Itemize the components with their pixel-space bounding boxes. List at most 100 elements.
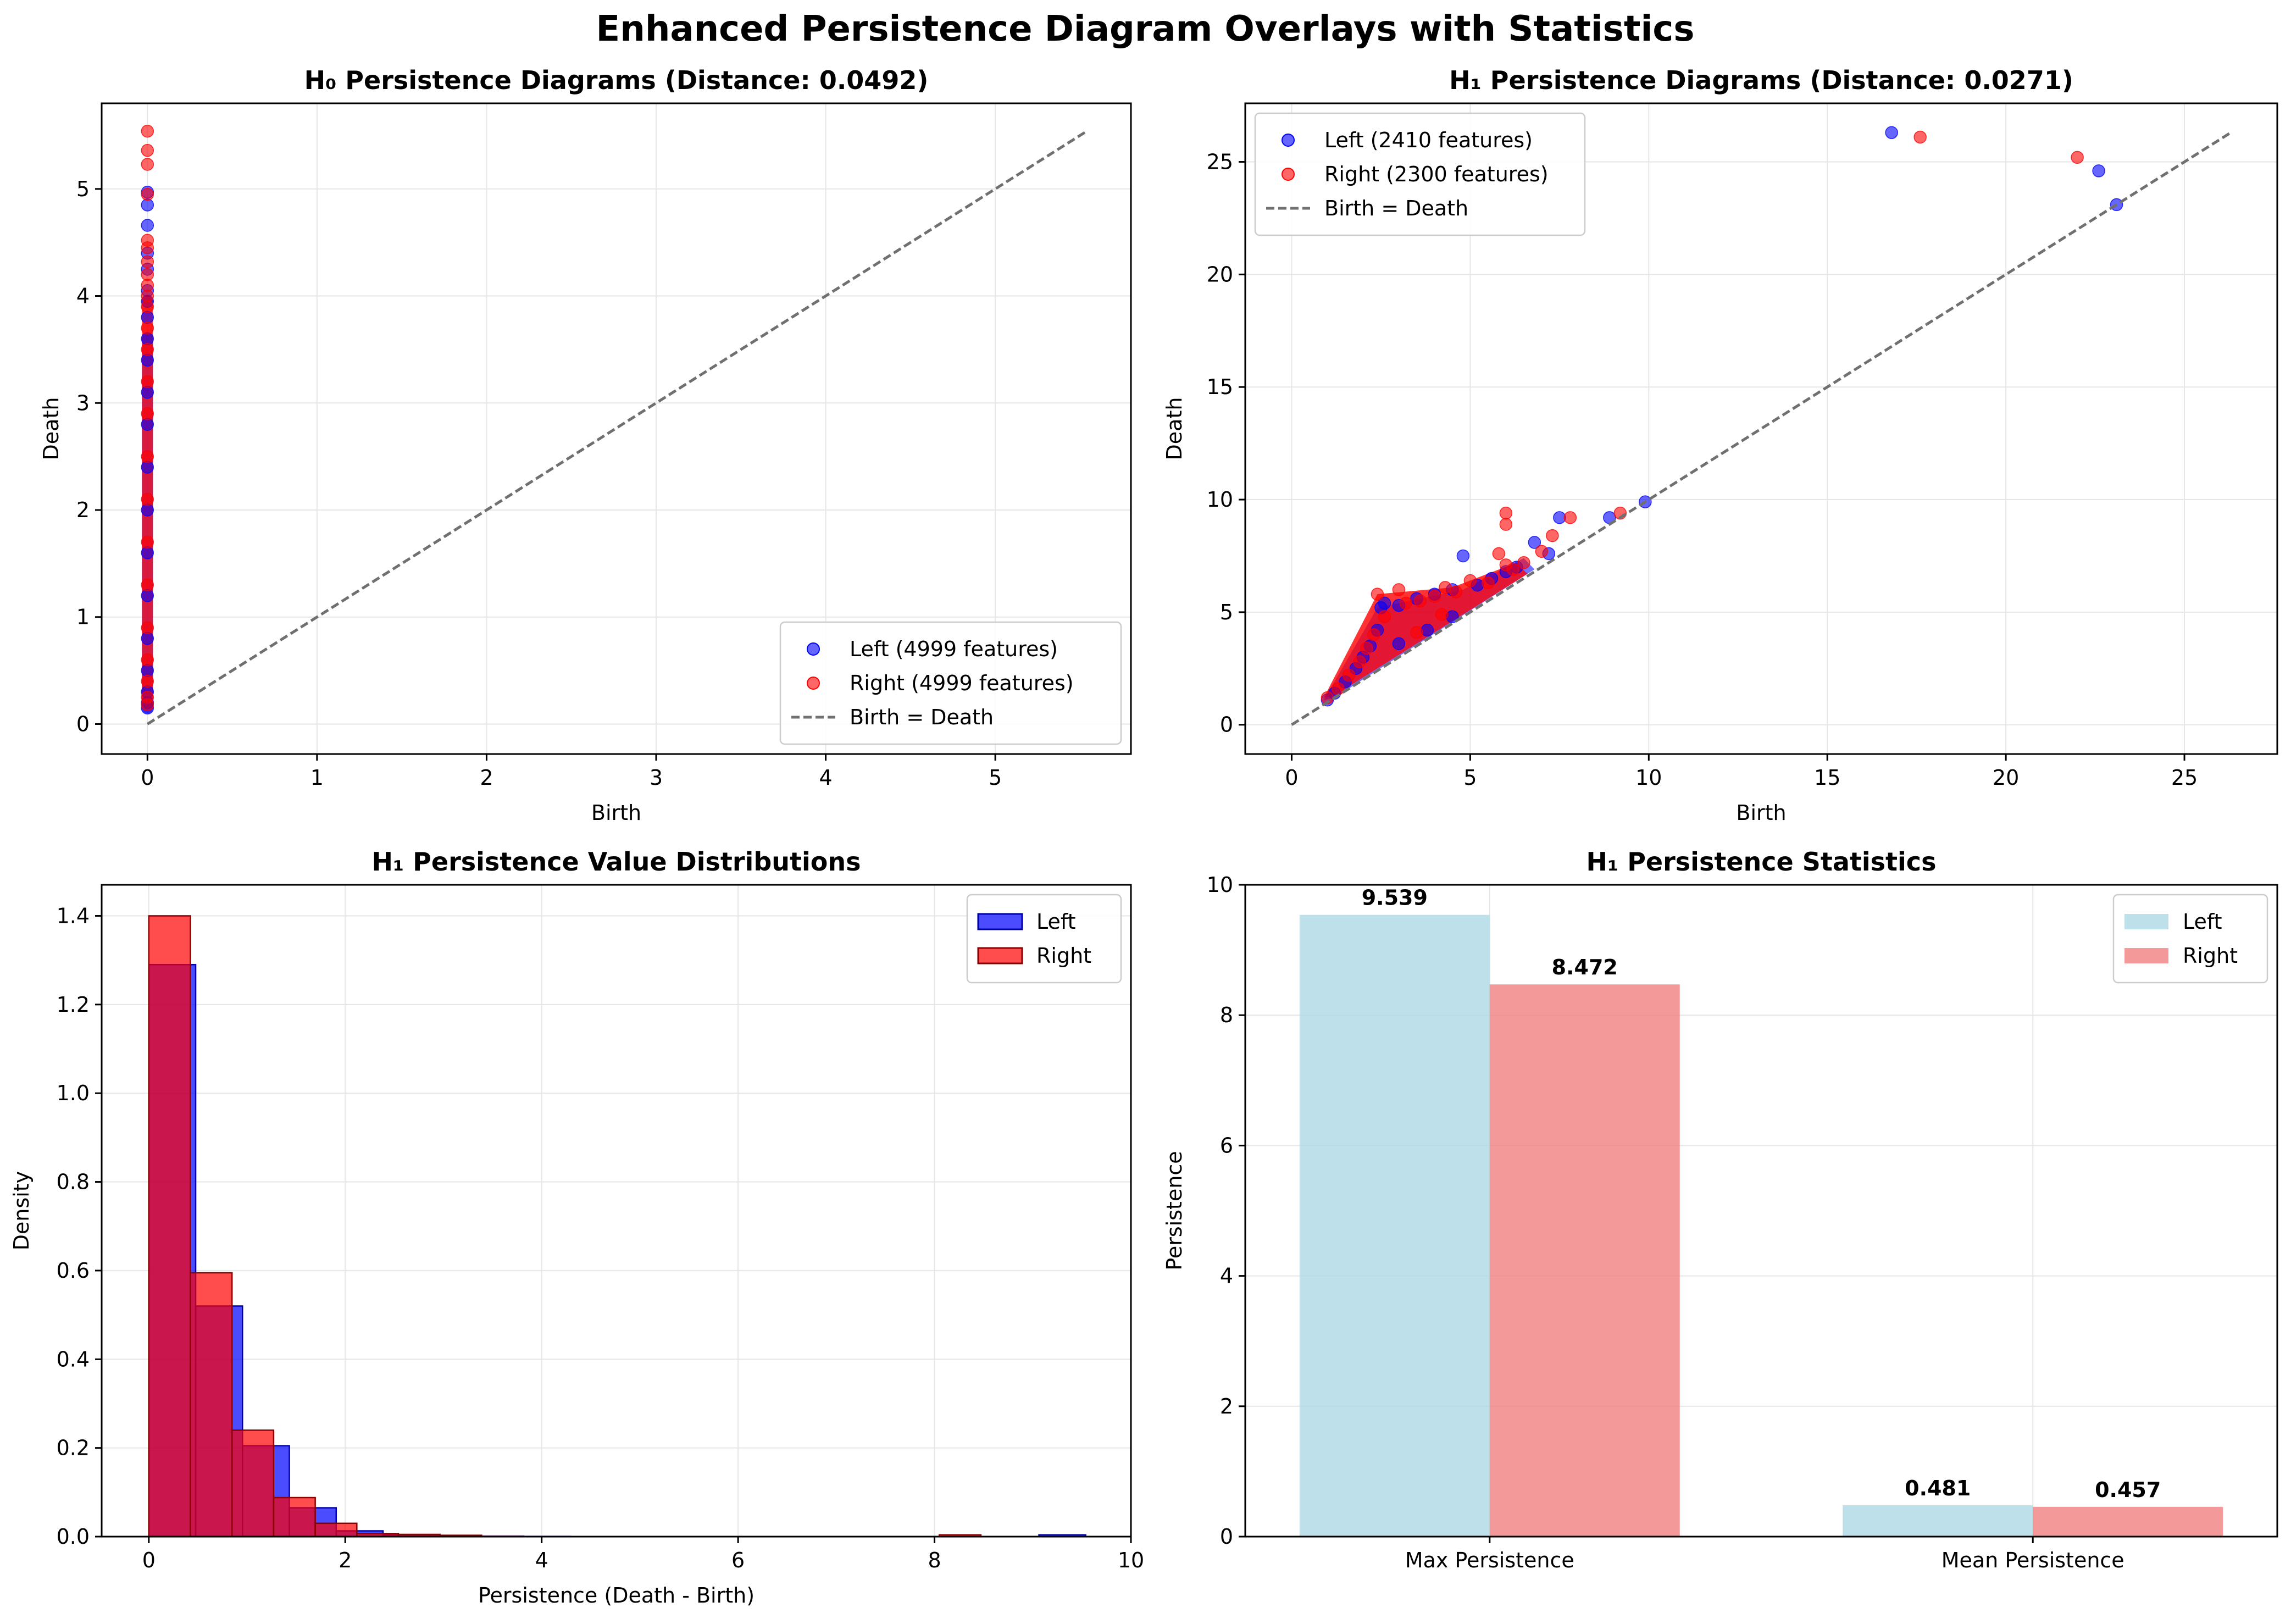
point-left: [1378, 596, 1391, 610]
x-tick-label: 0: [142, 1548, 156, 1572]
legend-label: Birth = Death: [1324, 196, 1468, 220]
point-left: [1553, 511, 1566, 524]
point-right: [141, 234, 154, 247]
point-left: [141, 353, 154, 367]
point-right: [1463, 574, 1477, 587]
point-right: [141, 187, 154, 201]
point-left: [141, 546, 154, 559]
point-right: [2071, 151, 2084, 164]
figure-title: Enhanced Persistence Diagram Overlays wi…: [596, 9, 1695, 49]
point-right: [1378, 610, 1391, 623]
y-tick-label: 15: [1207, 375, 1233, 399]
y-tick-label: 20: [1207, 262, 1233, 286]
histogram-bar-right: [273, 1496, 316, 1538]
legend-label: Left: [1036, 910, 1076, 934]
point-right: [1535, 545, 1549, 558]
point-right: [141, 691, 154, 704]
birth-death-line: [146, 131, 1086, 725]
bar-left: [1299, 914, 1490, 1537]
point-left: [2092, 164, 2105, 178]
point-left: [141, 589, 154, 602]
point-right: [1913, 130, 1927, 144]
y-tick-label: 0: [1220, 713, 1233, 737]
y-axis-label: Death: [39, 397, 63, 461]
x-tick-label: 8: [928, 1548, 941, 1572]
x-tick-label: 4: [819, 766, 832, 790]
point-right: [141, 124, 154, 138]
point-right: [141, 653, 154, 667]
x-tick-label: 10: [1118, 1548, 1144, 1572]
legend: Left Right: [2112, 894, 2268, 984]
x-tick-label: 5: [989, 766, 1002, 790]
h1-persistence-histogram: 0 2 4 6 8 10 0.0 0.2 0.4 0.6 0.8 1.0 1.2 1.4 H₁ Persis…: [9, 847, 1144, 1608]
point-left: [1392, 637, 1406, 651]
histogram-bar-right: [190, 1272, 233, 1538]
x-tick-label: 15: [1814, 766, 1840, 790]
y-tick-label: 8: [1220, 1003, 1233, 1027]
birth-death-line: [1291, 131, 2232, 726]
point-right: [141, 322, 154, 335]
h1-persistence-diagram: 0 5 10 15 20 25 0 5 10 15 20 25 H₁ Persistence Diagr…: [1162, 65, 2278, 825]
legend-swatch: [977, 947, 1023, 965]
legend-label: Left: [2183, 910, 2222, 934]
y-axis-label: Death: [1162, 397, 1186, 461]
legend-marker: [1282, 134, 1295, 147]
y-tick-label: 0.2: [57, 1436, 90, 1460]
legend: Left (4999 features) Right (4999 features…: [779, 621, 1122, 745]
plot-frame: [101, 884, 1132, 1538]
point-right: [141, 407, 154, 420]
bar-value-label: 0.457: [2095, 1478, 2161, 1502]
x-tick-label: 2: [480, 766, 493, 790]
point-left: [141, 461, 154, 474]
point-right: [1449, 585, 1463, 598]
point-left: [141, 332, 154, 346]
legend-label: Right (2300 features): [1324, 162, 1549, 186]
point-right: [141, 255, 154, 268]
y-tick-label: 0: [76, 712, 90, 736]
bar-value-label: 8.472: [1552, 955, 1618, 979]
y-tick-label: 1.4: [57, 904, 90, 928]
y-tick-label: 25: [1207, 150, 1233, 174]
legend-swatch: [2124, 948, 2168, 963]
point-left: [1456, 549, 1470, 563]
legend-label: Right: [2183, 944, 2238, 968]
point-left: [141, 198, 154, 212]
y-tick-label: 1.0: [57, 1081, 90, 1105]
y-tick-label: 0.8: [57, 1170, 90, 1194]
x-tick-label: Mean Persistence: [1941, 1548, 2124, 1572]
x-tick-label: 2: [339, 1548, 352, 1572]
h0-persistence-diagram: 0 1 2 3 4 5 0 1 2 3 4 5 H₀ Persistence Diagrams (Dis…: [39, 65, 1132, 825]
legend-marker: [807, 677, 820, 690]
legend-box: [779, 621, 1122, 745]
y-tick-label: 1.2: [57, 993, 90, 1017]
point-right: [1332, 682, 1345, 695]
legend-box: [2112, 894, 2268, 984]
point-right: [1499, 506, 1513, 520]
point-right: [1492, 547, 1506, 561]
plot-frame: [101, 102, 1132, 755]
x-axis-label: Birth: [1736, 801, 1786, 825]
x-tick-label: 3: [650, 766, 663, 790]
point-right: [141, 492, 154, 506]
point-left: [141, 631, 154, 645]
histogram-bar-right: [231, 1429, 275, 1538]
legend-swatch: [977, 913, 1023, 930]
legend: Left Right: [966, 894, 1122, 984]
point-right: [1353, 655, 1366, 668]
legend-marker: [807, 642, 820, 656]
point-right: [141, 450, 154, 463]
point-left: [141, 418, 154, 431]
point-right: [1563, 511, 1577, 524]
x-axis-label: Persistence (Death - Birth): [478, 1583, 755, 1608]
legend-label: Left (4999 features): [850, 637, 1058, 661]
point-left: [141, 386, 154, 399]
x-tick-label: 25: [2171, 766, 2198, 790]
y-tick-label: 0.6: [57, 1259, 90, 1283]
y-tick-label: 3: [76, 391, 90, 415]
x-tick-label: 1: [310, 766, 324, 790]
y-tick-label: 0.4: [57, 1347, 90, 1371]
point-right: [141, 343, 154, 356]
y-tick-label: 6: [1220, 1133, 1233, 1157]
y-tick-label: 0: [1220, 1525, 1233, 1549]
